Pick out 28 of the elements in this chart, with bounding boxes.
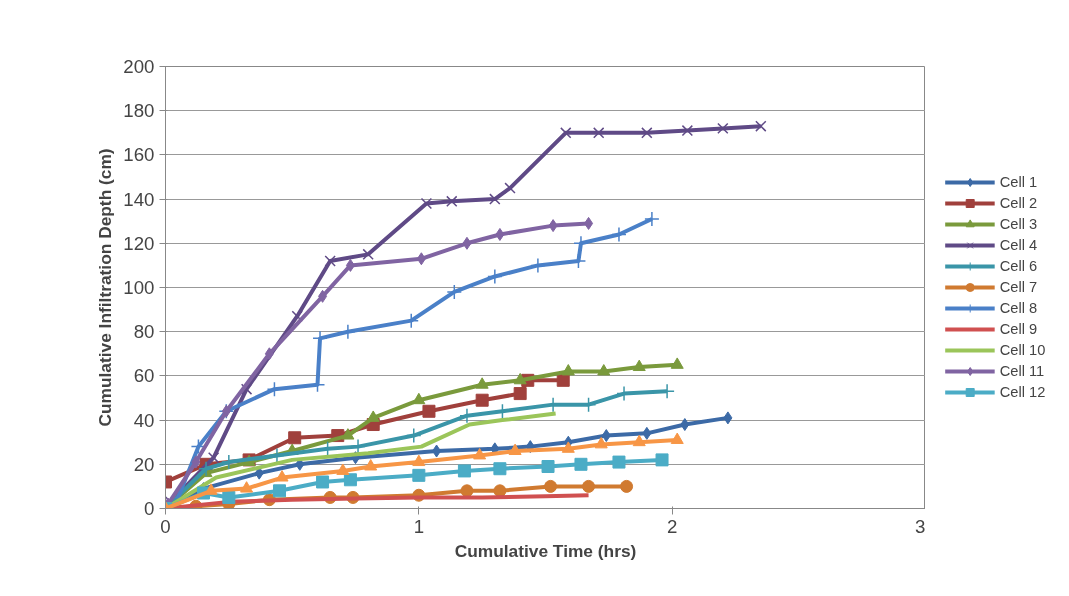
legend-label: Cell 9: [999, 321, 1038, 337]
x-axis-title: Cumulative Time (hrs): [454, 540, 637, 561]
y-tick-label: 0: [144, 498, 155, 519]
x-tick-label: 2: [666, 515, 678, 537]
legend-label: Cell 3: [999, 216, 1038, 232]
legend-label: Cell 12: [999, 384, 1046, 400]
y-tick-label: 140: [123, 188, 155, 210]
legend-label: Cell 6: [999, 258, 1038, 274]
y-tick-label: 100: [123, 277, 155, 298]
y-tick-label: 60: [133, 365, 155, 387]
legend-label: Cell 2: [999, 195, 1038, 211]
legend-label: Cell 8: [999, 300, 1038, 316]
legend-label: Cell 10: [999, 342, 1046, 358]
legend-label: Cell 11: [999, 363, 1045, 379]
legend-label: Cell 1: [999, 174, 1038, 190]
y-tick-label: 120: [123, 232, 155, 254]
legend-label: Cell 7: [999, 279, 1038, 295]
x-tick-label: 0: [160, 515, 171, 537]
x-tick-label: 1: [413, 515, 425, 537]
y-tick-label: 20: [133, 453, 155, 475]
y-tick-label: 200: [123, 56, 155, 77]
y-axis-title: Cumulative Infiltration Depth (cm): [95, 148, 116, 427]
legend-label: Cell 4: [999, 237, 1038, 253]
y-tick-label: 180: [123, 100, 155, 122]
y-tick-label: 80: [133, 321, 155, 343]
y-tick-label: 160: [123, 144, 155, 166]
x-tick-label: 3: [915, 515, 926, 537]
y-tick-label: 40: [133, 409, 155, 431]
